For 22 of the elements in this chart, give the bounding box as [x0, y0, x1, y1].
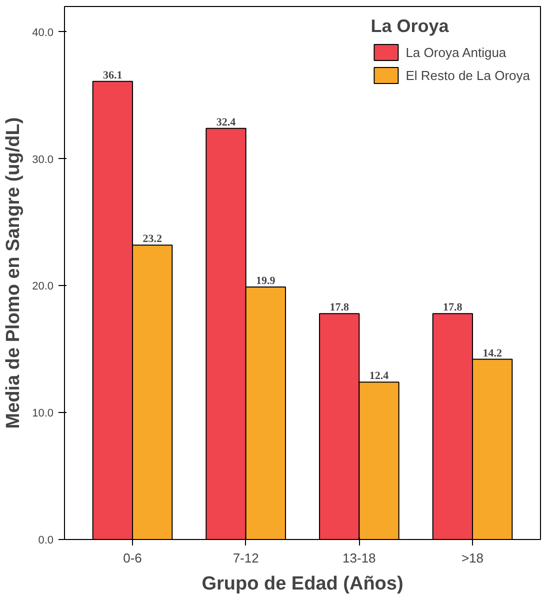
data-label: 19.9: [256, 274, 276, 287]
x-tick-label: >18: [461, 550, 484, 566]
data-label: 17.8: [330, 302, 350, 314]
data-label: 32.4: [216, 116, 236, 128]
legend-label: El Resto de La Oroya: [406, 68, 530, 82]
y-tick-label: 0.0: [38, 534, 54, 546]
legend-label: La Oroya Antigua: [406, 44, 506, 60]
y-tick-label: 40.0: [32, 26, 54, 39]
data-label: 14.2: [482, 347, 502, 360]
y-tick-label: 30.0: [32, 154, 54, 166]
data-label: 12.4: [369, 370, 390, 382]
data-label: 23.2: [142, 233, 162, 246]
y-axis-title: Media de Plomo en Sangre (ug/dL): [3, 117, 24, 429]
y-tick-label: 10.0: [32, 408, 54, 420]
x-tick-label: 0-6: [123, 550, 142, 566]
data-label: 36.1: [103, 69, 122, 82]
data-label: 17.8: [443, 302, 463, 314]
x-axis-title: Grupo de Edad (Años): [202, 574, 404, 594]
y-tick-label: 20.0: [32, 280, 54, 293]
x-tick-label: 7-12: [232, 550, 259, 566]
legend-title: La Oroya: [370, 16, 450, 37]
x-tick-label: 13-18: [342, 550, 376, 566]
